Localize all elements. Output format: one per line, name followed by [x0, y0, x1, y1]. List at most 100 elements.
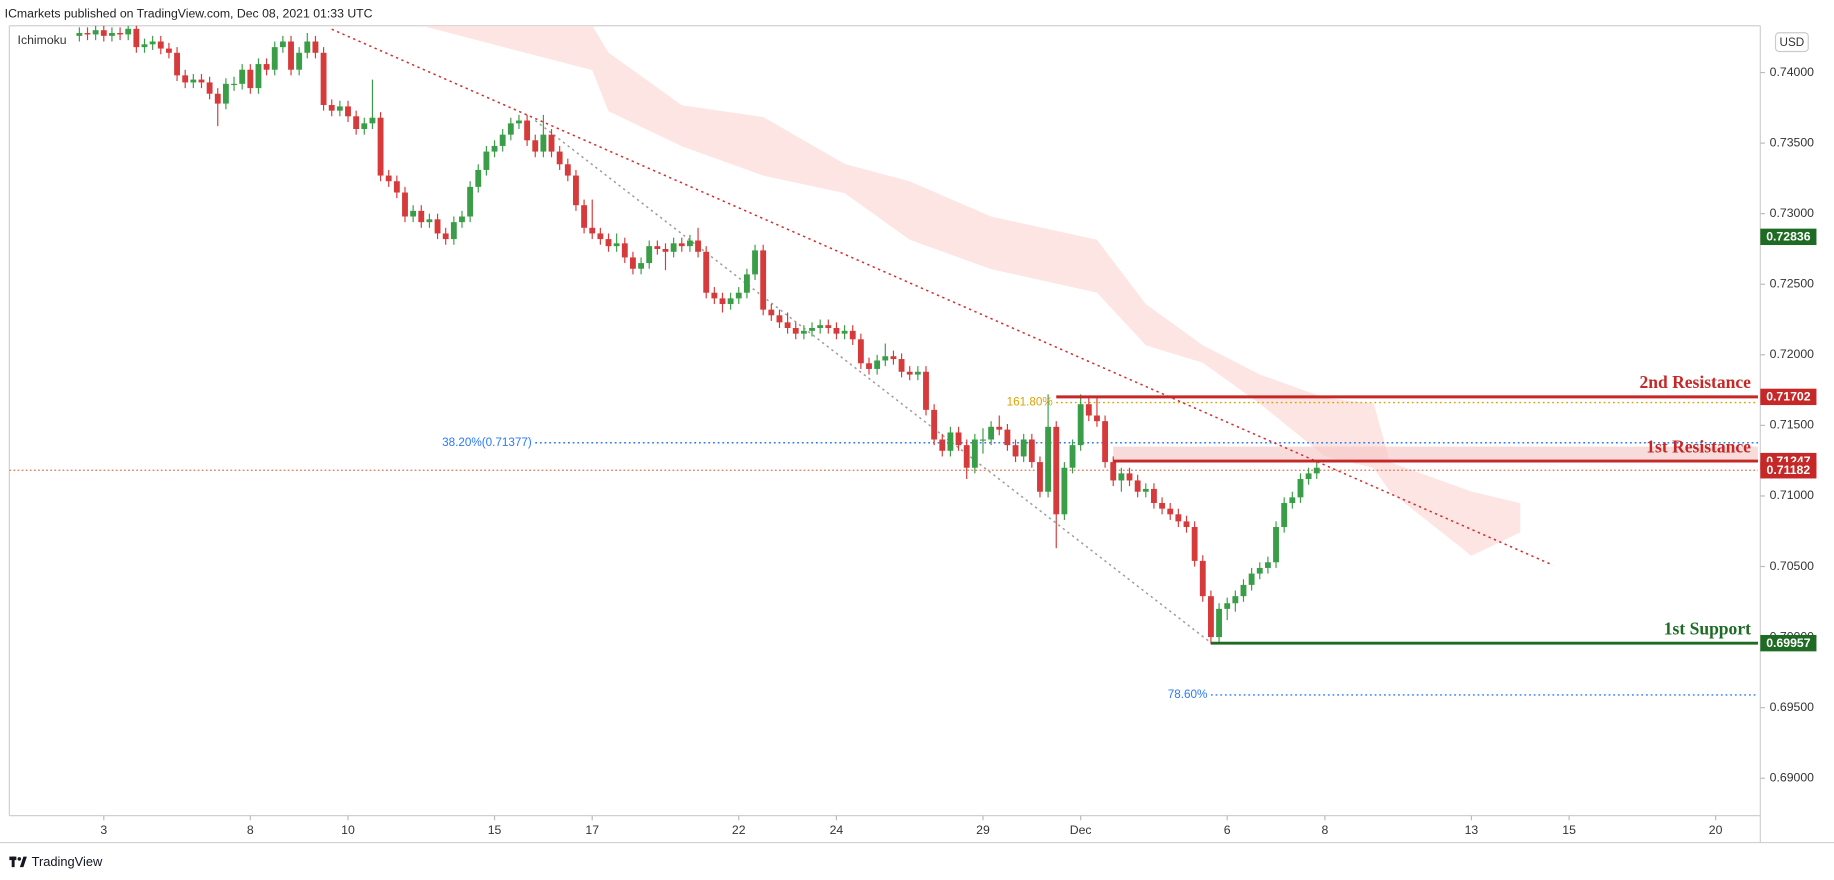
y-tick-label: 0.69500	[1770, 700, 1815, 714]
plot-area	[9, 25, 1758, 696]
footer-brand: TradingView	[32, 854, 103, 869]
candle-body	[100, 30, 107, 36]
candle-body	[467, 186, 474, 217]
candle-body	[402, 192, 408, 217]
candle-body	[1069, 445, 1076, 468]
candle-body	[695, 240, 701, 252]
level-name: 1st Support	[1664, 618, 1751, 638]
candle-body	[133, 28, 140, 48]
candle-body	[288, 41, 294, 70]
candle-body	[524, 120, 531, 141]
level-name: 2nd Resistance	[1639, 372, 1751, 392]
fib-label: 161.80%	[1007, 396, 1053, 409]
fib-label: 38.20%(0.71377)	[442, 436, 532, 449]
level-price-tag: 0.69957	[1766, 636, 1811, 650]
candle-body	[499, 134, 506, 146]
candle-body	[165, 48, 172, 53]
level-price-tag-box	[1760, 388, 1817, 406]
x-tick-label: 8	[1321, 823, 1328, 837]
candle-body	[817, 325, 824, 329]
publisher: ICmarkets published on TradingView.com, …	[5, 6, 373, 20]
last-price-tag-box	[1760, 462, 1817, 479]
candle-body	[442, 233, 449, 240]
candle-body	[963, 445, 970, 468]
candle-body	[1313, 467, 1320, 474]
candle-body	[1289, 497, 1296, 504]
candle-body	[638, 263, 644, 269]
candle-body	[955, 432, 962, 446]
candle-body	[980, 439, 986, 441]
candle-body	[1077, 404, 1084, 446]
indicator-name: Ichimoku	[18, 33, 67, 47]
candle-body	[304, 41, 311, 53]
candle-body	[174, 52, 180, 76]
x-tick-label: 24	[830, 823, 844, 837]
currency[interactable]: USD	[1780, 36, 1805, 49]
candle-body	[654, 246, 661, 249]
candle-body	[670, 243, 677, 252]
overlay: 0.690000.695000.700000.705000.710000.715…	[100, 65, 1817, 837]
candle-body	[540, 134, 547, 152]
candle-body	[1297, 479, 1304, 498]
candle-body	[434, 219, 441, 234]
candle-body	[597, 233, 604, 240]
candle-body	[809, 328, 815, 331]
candle-body	[914, 371, 921, 375]
candle-body	[800, 330, 807, 334]
candle-body	[849, 330, 856, 340]
candle-body	[1264, 562, 1271, 568]
candle-body	[1216, 608, 1222, 638]
candle-body	[866, 363, 872, 369]
candle-body	[581, 205, 588, 228]
candle-body	[92, 30, 99, 35]
last-price-tag: 0.71182	[1767, 463, 1811, 477]
y-tick-label: 0.72500	[1770, 276, 1815, 290]
candle-body	[630, 257, 636, 269]
candle-body	[971, 439, 978, 468]
candle-body	[825, 325, 832, 329]
candle-body	[589, 227, 596, 234]
candle-body	[516, 120, 522, 124]
y-tick-label: 0.72000	[1770, 347, 1815, 361]
candle-body	[1094, 415, 1100, 422]
candle-body	[719, 298, 726, 305]
candle-body	[279, 41, 286, 48]
trendline	[331, 28, 1554, 566]
candle-body	[556, 151, 563, 165]
candle-body	[743, 274, 750, 293]
candle-body	[483, 151, 490, 170]
candle-body	[1191, 527, 1198, 561]
candle-body	[564, 164, 571, 176]
candle-body	[1126, 473, 1133, 481]
x-tick-label: 10	[341, 823, 355, 837]
candle-body	[768, 309, 775, 316]
candle-body	[1053, 426, 1060, 515]
candle-body	[255, 64, 262, 89]
candle-body	[1256, 567, 1263, 574]
candle-body	[263, 64, 270, 70]
candle-body	[1151, 488, 1157, 504]
candle-body	[1045, 426, 1052, 492]
candle-body	[247, 69, 254, 89]
candle-body	[125, 28, 132, 35]
candle-body	[1224, 603, 1231, 609]
candle-body	[898, 359, 905, 372]
y-tick-label: 0.73000	[1770, 206, 1815, 220]
level-name: 1st Resistance	[1646, 436, 1751, 456]
candle-body	[1232, 596, 1239, 604]
candle-body	[784, 322, 791, 329]
candle-body	[393, 181, 400, 193]
candle-body	[222, 83, 229, 104]
candle-body	[735, 292, 742, 299]
candle-body	[214, 93, 221, 104]
candle-body	[1020, 439, 1027, 457]
candle-body	[418, 210, 425, 223]
candle-body	[703, 251, 710, 293]
y-tick-label: 0.70500	[1770, 559, 1815, 573]
currency-box[interactable]	[1774, 32, 1809, 53]
candle-body	[646, 246, 653, 264]
candle-body	[1085, 404, 1092, 416]
candle-body	[157, 41, 164, 49]
candle-body	[857, 339, 864, 364]
